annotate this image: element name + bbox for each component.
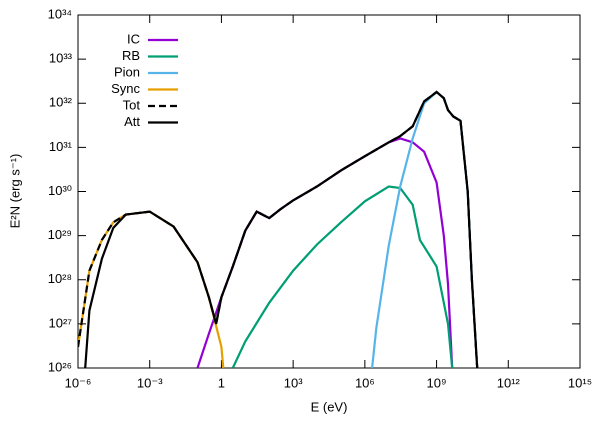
legend-label: Sync: [111, 81, 140, 96]
x-tick-label: 10⁹: [427, 375, 447, 390]
legend-label: IC: [127, 31, 140, 46]
x-tick-label: 10⁻⁶: [65, 375, 92, 390]
y-tick-label: 10²⁶: [48, 359, 72, 374]
plot-frame: [77, 14, 581, 369]
series-line: [196, 137, 454, 368]
x-axis-label: E (eV): [311, 399, 348, 414]
y-tick-label: 10³⁰: [48, 183, 72, 198]
series-line: [231, 185, 454, 368]
y-tick-label: 10³¹: [49, 139, 73, 154]
y-axis-label: E²N (erg s⁻¹): [7, 154, 22, 229]
y-tick-label: 10²⁹: [48, 227, 72, 242]
series-line: [84, 90, 479, 368]
x-tick-label: 10¹²: [497, 375, 521, 390]
legend-label: Pion: [114, 64, 140, 79]
y-tick-label: 10³³: [49, 51, 73, 66]
x-tick-label: 1: [218, 375, 225, 390]
y-tick-label: 10²⁸: [48, 271, 72, 286]
y-tick-label: 10²⁷: [49, 315, 73, 330]
x-tick-label: 10⁻³: [137, 375, 163, 390]
y-tick-label: 10³⁴: [48, 6, 72, 21]
legend-label: Att: [124, 114, 140, 129]
x-tick-label: 10⁶: [355, 375, 375, 390]
legend-label: Tot: [123, 97, 141, 112]
y-tick-label: 10³²: [49, 95, 73, 110]
series-line: [78, 210, 225, 368]
x-tick-label: 10¹⁵: [568, 375, 592, 390]
legend-label: RB: [122, 48, 140, 63]
plot-lines: [78, 90, 479, 368]
x-tick-label: 10³: [284, 375, 303, 390]
